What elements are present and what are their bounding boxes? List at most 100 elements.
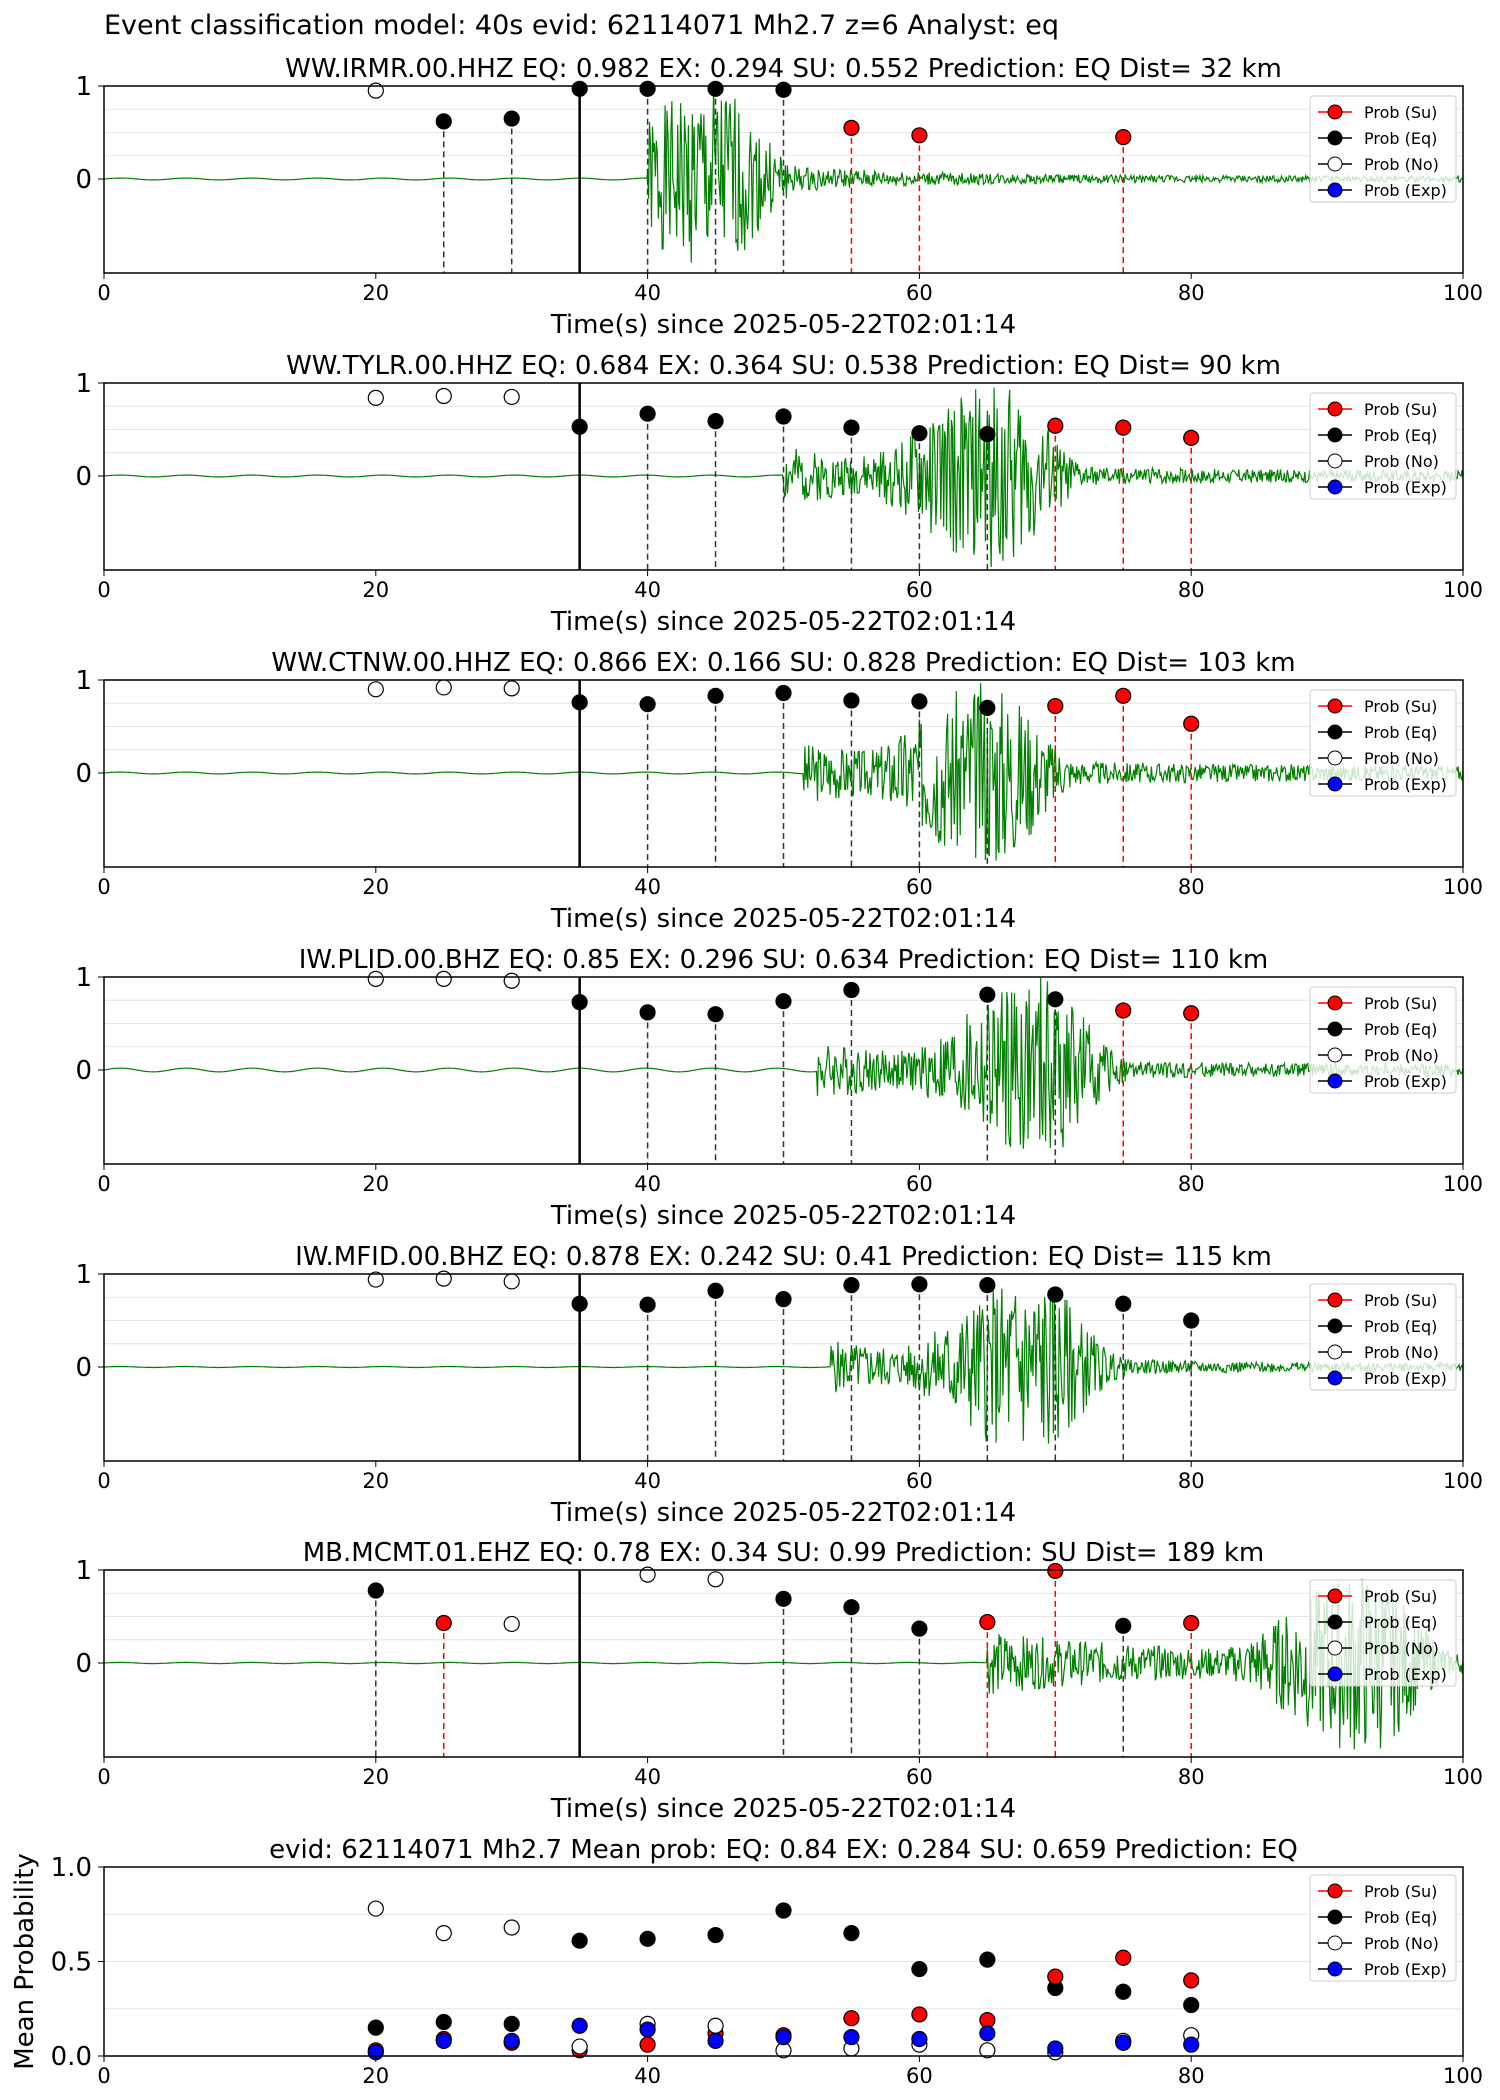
- x-tick-label: 80: [1178, 2064, 1205, 2088]
- legend-marker: [1327, 776, 1343, 792]
- legend-label: Prob (No): [1364, 1046, 1439, 1065]
- prob-point-eq: [639, 405, 656, 422]
- prob-point-no: [367, 970, 384, 987]
- chart-panel-1: WW.IRMR.00.HHZ EQ: 0.982 EX: 0.294 SU: 0…: [75, 54, 1483, 340]
- legend-box: [1309, 689, 1457, 797]
- prob-point-eq: [911, 1276, 928, 1293]
- mean-prob-point-eq: [639, 1930, 656, 1947]
- legend-marker: [1327, 1883, 1343, 1899]
- x-tick-label: 0: [97, 2064, 110, 2088]
- mean-prob-point-exp: [639, 2021, 656, 2038]
- legend-label: Prob (Exp): [1364, 1072, 1447, 1091]
- panel-title: IW.PLID.00.BHZ EQ: 0.85 EX: 0.296 SU: 0.…: [299, 945, 1269, 975]
- y-tick-label: 1: [75, 1260, 92, 1290]
- legend-label: Prob (No): [1364, 1343, 1439, 1362]
- y-tick-label: 0.5: [51, 1948, 92, 1978]
- legend-box: [1309, 1874, 1457, 1982]
- panel-title: IW.MFID.00.BHZ EQ: 0.878 EX: 0.242 SU: 0…: [295, 1242, 1272, 1272]
- prob-point-no: [503, 1615, 520, 1633]
- legend-label: Prob (Su): [1364, 994, 1437, 1013]
- prob-point-su: [435, 1614, 452, 1632]
- legend-label: Prob (Su): [1364, 1882, 1437, 1901]
- mean-prob-point-eq: [1115, 1983, 1132, 2000]
- x-tick-label: 40: [634, 2064, 661, 2088]
- x-tick-label: 20: [362, 1765, 389, 1789]
- legend-label: Prob (Eq): [1364, 1020, 1437, 1039]
- mean-prob-point-no: [367, 1900, 384, 1917]
- panel-title: WW.IRMR.00.HHZ EQ: 0.982 EX: 0.294 SU: 0…: [285, 54, 1282, 84]
- prob-point-eq: [1047, 1286, 1064, 1303]
- legend-marker: [1327, 1666, 1343, 1682]
- y-tick-label: 1: [75, 963, 92, 993]
- prob-point-su: [1183, 1005, 1200, 1022]
- waveform-trace: [103, 683, 1464, 861]
- x-tick-label: 60: [906, 1765, 933, 1789]
- chart-panel-6: MB.MCMT.01.EHZ EQ: 0.78 EX: 0.34 SU: 0.9…: [75, 1538, 1483, 1824]
- prob-point-eq: [571, 418, 588, 435]
- mean-prob-point-su: [1115, 1949, 1132, 1966]
- x-tick-label: 80: [1178, 875, 1205, 899]
- y-tick-label: 0: [75, 1649, 92, 1679]
- mean-prob-point-no: [571, 2038, 588, 2055]
- x-tick-label: 100: [1443, 1172, 1483, 1196]
- prob-point-eq: [979, 426, 996, 443]
- legend-marker: [1327, 479, 1343, 495]
- legend-marker: [1327, 156, 1343, 172]
- y-axis-label: Mean Probability: [10, 1853, 40, 2070]
- x-tick-label: 20: [362, 281, 389, 305]
- mean-prob-point-exp: [775, 2028, 792, 2046]
- y-tick-label: 0: [75, 165, 92, 195]
- chart-panel-7: evid: 62114071 Mh2.7 Mean prob: EQ: 0.84…: [10, 1835, 1483, 2088]
- legend-label: Prob (Exp): [1364, 181, 1447, 200]
- legend-label: Prob (Eq): [1364, 129, 1437, 148]
- mean-prob-point-eq: [979, 1951, 996, 1968]
- mean-prob-point-eq: [367, 2019, 384, 2036]
- legend-label: Prob (Exp): [1364, 478, 1447, 497]
- panel-title: WW.TYLR.00.HHZ EQ: 0.684 EX: 0.364 SU: 0…: [286, 351, 1281, 381]
- y-tick-label: 0: [75, 759, 92, 789]
- x-tick-label: 80: [1178, 281, 1205, 305]
- panel-title: WW.CTNW.00.HHZ EQ: 0.866 EX: 0.166 SU: 0…: [271, 648, 1295, 678]
- y-tick-label: 1.0: [51, 1853, 92, 1883]
- legend-box: [1309, 986, 1457, 1094]
- x-tick-label: 40: [634, 1765, 661, 1789]
- mean-prob-point-exp: [843, 2028, 860, 2046]
- prob-point-no: [435, 1270, 452, 1287]
- prob-point-no: [435, 679, 452, 696]
- mean-prob-point-exp: [979, 2025, 996, 2042]
- legend-label: Prob (Eq): [1364, 1908, 1437, 1927]
- mean-prob-point-eq: [707, 1926, 724, 1944]
- prob-point-eq: [775, 408, 792, 425]
- legend-label: Prob (No): [1364, 1639, 1439, 1658]
- x-tick-label: 20: [362, 2064, 389, 2088]
- legend-label: Prob (Su): [1364, 697, 1437, 716]
- mean-prob-point-no: [707, 2017, 724, 2034]
- legend-marker: [1327, 1318, 1343, 1334]
- x-tick-label: 40: [634, 1172, 661, 1196]
- mean-prob-point-eq: [1183, 1996, 1200, 2014]
- prob-point-su: [1047, 417, 1064, 434]
- legend-marker: [1327, 1344, 1343, 1360]
- y-tick-label: 0.0: [51, 2042, 92, 2072]
- legend-marker: [1327, 1021, 1343, 1037]
- prob-point-eq: [571, 1295, 588, 1312]
- prob-point-eq: [775, 684, 792, 702]
- legend-label: Prob (Su): [1364, 1291, 1437, 1310]
- x-axis-label: Time(s) since 2025-05-22T02:01:14: [550, 1794, 1016, 1824]
- prob-point-su: [1047, 697, 1064, 715]
- legend-label: Prob (Exp): [1364, 1665, 1447, 1684]
- prob-point-eq: [571, 994, 588, 1011]
- x-tick-label: 60: [906, 2064, 933, 2088]
- legend-label: Prob (No): [1364, 155, 1439, 174]
- x-tick-label: 60: [906, 1172, 933, 1196]
- prob-point-eq: [1047, 991, 1064, 1008]
- mean-prob-point-su: [639, 2036, 656, 2053]
- legend-label: Prob (No): [1364, 749, 1439, 768]
- prob-point-eq: [775, 81, 792, 98]
- x-tick-label: 20: [362, 875, 389, 899]
- x-tick-label: 100: [1443, 578, 1483, 602]
- y-tick-label: 0: [75, 462, 92, 492]
- prob-point-eq: [639, 80, 656, 97]
- legend-label: Prob (Su): [1364, 1587, 1437, 1606]
- legend-marker: [1327, 1047, 1343, 1063]
